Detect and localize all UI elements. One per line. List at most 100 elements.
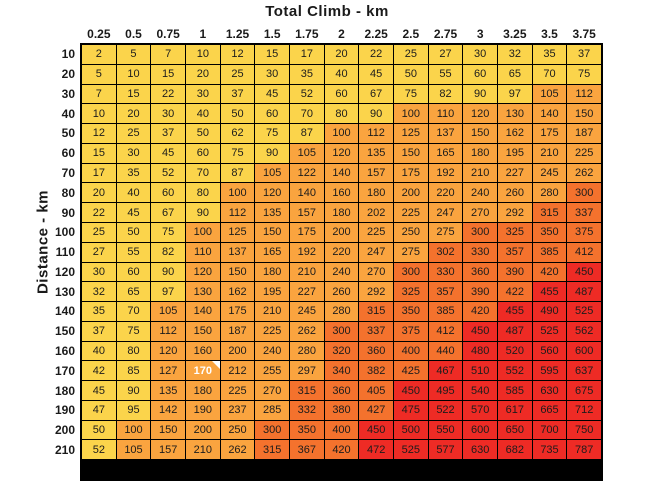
- heatmap-cell: 237: [220, 400, 255, 420]
- cell-value: 245: [540, 167, 559, 180]
- heatmap-cell: 250: [220, 420, 255, 440]
- cell-value: 550: [436, 424, 455, 437]
- cell-value: 10: [196, 48, 209, 61]
- cell-value: 302: [436, 246, 455, 259]
- cell-value: 47: [92, 404, 105, 417]
- cell-value: 577: [436, 443, 455, 456]
- cell-value: 520: [505, 344, 524, 357]
- heatmap-cell: 12: [82, 124, 116, 143]
- heatmap-cell: 245: [290, 302, 324, 321]
- heatmap-cell: 357: [498, 242, 532, 262]
- heatmap-cell: 210: [532, 143, 567, 163]
- heatmap-cell: 330: [428, 262, 463, 282]
- cell-value: 130: [193, 285, 212, 298]
- heatmap-cell: 40: [116, 183, 151, 203]
- cell-value: 250: [401, 226, 420, 239]
- cell-value: 32: [92, 285, 105, 298]
- cell-value: 332: [297, 404, 316, 417]
- heatmap-cell: 315: [255, 440, 289, 460]
- heatmap-cell: 325: [498, 222, 532, 242]
- heatmap-cell: 70: [532, 64, 567, 84]
- heatmap-cell: 247: [428, 203, 463, 222]
- heatmap-cell: 70: [116, 302, 151, 321]
- cell-value: 480: [470, 344, 490, 357]
- row-header: 190: [54, 403, 75, 418]
- cell-value: 125: [228, 226, 247, 239]
- cell-value: 210: [193, 443, 212, 456]
- heatmap-cell: 382: [359, 361, 393, 381]
- heatmap-cell: 37: [151, 124, 185, 143]
- heatmap-cell: 250: [394, 222, 428, 242]
- cell-value: 240: [470, 186, 490, 199]
- cell-value: 30: [196, 87, 209, 100]
- cell-value: 630: [540, 384, 559, 397]
- cell-value: 137: [436, 127, 455, 140]
- cell-value: 300: [574, 186, 594, 199]
- heatmap-cell: 2: [82, 45, 116, 64]
- heatmap-cell: 105: [116, 440, 151, 460]
- cell-value: 165: [262, 246, 282, 259]
- cell-value: 100: [193, 226, 212, 239]
- cell-value: 315: [297, 384, 316, 397]
- cell-value: 200: [401, 186, 420, 199]
- cell-value: 682: [505, 443, 524, 456]
- heatmap-cell: 490: [532, 302, 567, 321]
- heatmap-cell: 65: [116, 282, 151, 302]
- heatmap-cell: 280: [532, 183, 567, 203]
- column-header: 1: [199, 26, 207, 41]
- heatmap-cell: 570: [463, 400, 497, 420]
- cell-value: 12: [231, 48, 244, 61]
- heatmap-cell: 160: [324, 183, 359, 203]
- heatmap-cell: 125: [394, 124, 428, 143]
- heatmap-cell: 130: [498, 104, 532, 124]
- heatmap-cell: 675: [567, 381, 601, 400]
- heatmap-cell: 17: [82, 163, 116, 183]
- heatmap-cell: 300: [567, 183, 601, 203]
- row-header: 200: [54, 423, 75, 438]
- heatmap-cell: 262: [567, 163, 601, 183]
- heatmap-cell: 360: [324, 381, 359, 400]
- row-header: 120: [54, 264, 75, 279]
- cell-value: 97: [162, 285, 175, 298]
- cell-value: 360: [366, 344, 386, 357]
- cell-value: 67: [370, 87, 383, 100]
- cell-value: 490: [540, 305, 559, 318]
- heatmap-cell: 162: [498, 124, 532, 143]
- cell-value: 40: [127, 186, 140, 199]
- heatmap-cell: 472: [359, 440, 393, 460]
- cell-value: 90: [370, 107, 383, 120]
- cell-value: 487: [574, 285, 594, 298]
- cell-value: 15: [266, 48, 279, 61]
- heatmap-cell: 600: [567, 341, 601, 361]
- cell-value: 562: [574, 325, 594, 338]
- cell-value: 112: [159, 325, 177, 338]
- column-header: 1.25: [225, 26, 250, 41]
- cell-value: 60: [474, 68, 487, 81]
- heatmap-cell: 475: [394, 400, 428, 420]
- cell-value: 500: [401, 424, 420, 437]
- heatmap-cell: 450: [463, 321, 497, 341]
- cell-value: 50: [92, 424, 105, 437]
- cell-value: 140: [540, 107, 559, 120]
- heatmap-cell: 45: [151, 143, 185, 163]
- heatmap-cell: 315: [290, 381, 324, 400]
- heatmap-cell: 35: [116, 163, 151, 183]
- heatmap-cell: 157: [151, 440, 185, 460]
- heatmap-cell: 120: [255, 183, 289, 203]
- heatmap-cell: 320: [324, 341, 359, 361]
- cell-value: 467: [436, 364, 455, 377]
- cell-value: 45: [370, 68, 383, 81]
- cell-value: 85: [127, 364, 140, 377]
- heatmap-cell: 240: [463, 183, 497, 203]
- cell-value: 12: [92, 127, 105, 140]
- column-header: 3.25: [503, 26, 527, 41]
- heatmap-cell: 175: [220, 302, 255, 321]
- cell-value: 380: [332, 404, 351, 417]
- cell-value: 52: [92, 443, 105, 456]
- cell-value: 260: [332, 285, 351, 298]
- cell-value: 20: [335, 48, 348, 61]
- heatmap-cell: 5: [82, 64, 116, 84]
- heatmap-cell: 522: [428, 400, 463, 420]
- cell-value: 90: [266, 147, 279, 160]
